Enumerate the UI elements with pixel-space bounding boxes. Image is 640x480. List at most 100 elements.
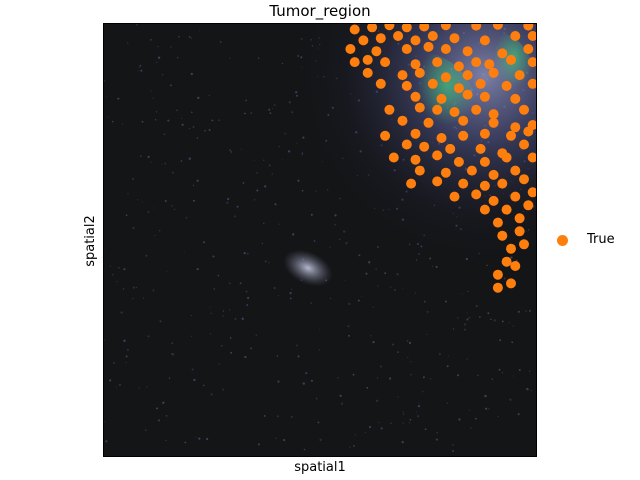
scatter-point (453, 61, 464, 72)
scatter-point (479, 91, 490, 102)
chart-title: Tumor_region (269, 2, 371, 20)
scatter-point (388, 152, 399, 163)
scatter-point (523, 126, 534, 137)
scatter-point (362, 54, 373, 65)
scatter-point (506, 54, 516, 65)
scatter-point (492, 23, 503, 30)
scatter-point (488, 195, 499, 206)
scatter-point (427, 31, 438, 41)
scatter-point (492, 217, 503, 228)
scatter-point (440, 167, 451, 178)
scatter-points (345, 23, 537, 293)
y-axis-label: spatial2 (83, 215, 98, 267)
scatter-point (401, 139, 412, 150)
scatter-point (479, 128, 490, 139)
scatter-point (449, 191, 460, 202)
scatter-point (462, 70, 473, 81)
scatter-point (432, 104, 443, 115)
scatter-point (519, 239, 529, 250)
scatter-point (453, 83, 464, 94)
scatter-point (440, 44, 451, 54)
scatter-point (410, 154, 421, 165)
scatter-point (506, 130, 516, 141)
scatter-point (475, 143, 486, 154)
scatter-point (479, 35, 490, 46)
scatter-point (423, 41, 434, 52)
scatter-point (432, 176, 443, 187)
scatter-point (523, 44, 534, 54)
scatter-point (497, 48, 508, 59)
scatter-point (510, 31, 521, 41)
scatter-point (510, 191, 521, 202)
scatter-point (527, 78, 537, 89)
scatter-point (410, 128, 421, 139)
scatter-point (527, 31, 537, 41)
scatter-point (492, 269, 503, 280)
scatter-point (501, 80, 512, 91)
scatter-plot (103, 23, 537, 457)
scatter-point (501, 152, 512, 163)
scatter-point (449, 33, 460, 44)
scatter-point (479, 204, 490, 215)
scatter-point (527, 187, 537, 198)
scatter-point (510, 261, 521, 271)
scatter-point (488, 117, 499, 128)
scatter-point (410, 35, 421, 46)
scatter-point (510, 93, 521, 104)
scatter-point (371, 46, 382, 57)
scatter-point (506, 278, 516, 289)
scatter-point (458, 178, 469, 189)
scatter-point (397, 70, 408, 81)
scatter-point (436, 93, 447, 104)
scatter-point (401, 44, 412, 54)
scatter-point (471, 189, 482, 200)
scatter-point (384, 104, 395, 115)
scatter-point (449, 107, 460, 117)
scatter-point (458, 115, 469, 126)
scatter-point (436, 133, 447, 143)
scatter-point (406, 178, 417, 189)
scatter-point (527, 152, 537, 163)
scatter-point (479, 180, 490, 191)
scatter-point (458, 130, 469, 141)
scatter-point (510, 122, 521, 133)
scatter-point (475, 78, 486, 89)
scatter-point (484, 59, 495, 70)
x-axis-label: spatial1 (294, 460, 346, 475)
scatter-point (401, 23, 412, 33)
scatter-point (479, 156, 490, 167)
scatter-point (427, 78, 438, 89)
scatter-point (514, 213, 525, 224)
scatter-point (380, 130, 391, 141)
scatter-point (497, 178, 508, 189)
scatter-point (471, 23, 482, 31)
legend-marker (557, 235, 568, 246)
scatter-point (514, 70, 525, 81)
scatter-point (414, 165, 425, 176)
scatter-point (423, 117, 434, 128)
scatter-point (527, 57, 537, 68)
scatter-point (488, 67, 499, 78)
scatter-point (514, 226, 525, 237)
tissue-green-stain (363, 53, 483, 213)
scatter-point (414, 102, 425, 113)
scatter-point (523, 200, 534, 211)
scatter-point (367, 23, 378, 33)
scatter-point (414, 67, 425, 78)
scatter-point (410, 91, 421, 102)
scatter-point (419, 23, 430, 32)
scatter-point (492, 282, 503, 293)
scatter-point (440, 23, 451, 31)
scatter-point (471, 57, 482, 68)
scatter-point (401, 80, 412, 91)
scatter-point (462, 89, 473, 100)
scatter-point (471, 104, 482, 115)
scatter-point (501, 204, 512, 215)
scatter-point (419, 141, 430, 152)
scatter-point (397, 115, 408, 126)
scatter-point (497, 230, 508, 241)
scatter-point (488, 109, 499, 120)
scatter-point (375, 78, 386, 89)
scatter-point (510, 165, 521, 176)
scatter-point (345, 44, 356, 54)
